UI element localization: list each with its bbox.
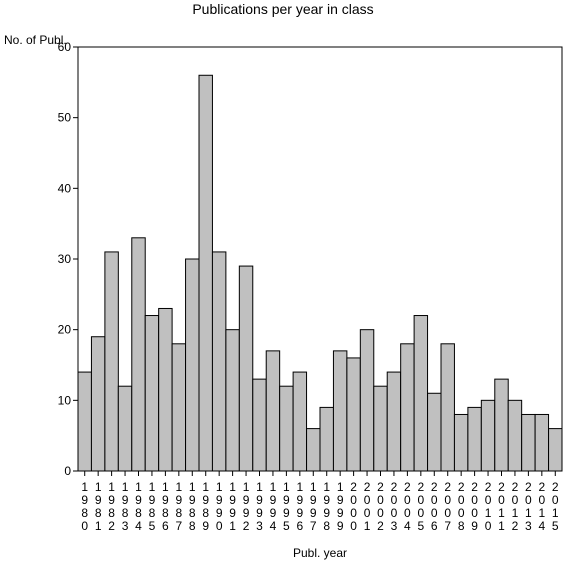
- bar-1999: [332, 350, 348, 472]
- bar-1986: [158, 307, 173, 472]
- bar-1988: [185, 258, 200, 472]
- y-tick-label: 10: [58, 393, 72, 407]
- bar-1982: [104, 251, 119, 472]
- bar-1989: [198, 74, 213, 472]
- bar-1991: [225, 329, 240, 472]
- x-axis: 1 9 8 0 1 9 8 1 1 9 8 2 1 9 8 3 1 9 8 4 1 9 8 5 1 9 8 6 1 9 8 7 1 9 8 8 1 9 8 9…: [81, 471, 559, 533]
- y-axis: 0 10 20 30 40 50 60: [58, 40, 78, 478]
- bar-2009: [467, 406, 482, 472]
- bar-1998: [319, 406, 334, 472]
- plot-frame: [77, 46, 563, 472]
- y-tick-label: 0: [64, 464, 71, 478]
- bar-1992: [238, 265, 254, 472]
- x-axis-label: Publ. year: [293, 546, 347, 560]
- bar-1997: [306, 428, 321, 472]
- bar-1981: [90, 336, 106, 472]
- y-tick-label: 30: [58, 252, 72, 266]
- bar-2011: [494, 378, 509, 472]
- bar-1990: [211, 251, 227, 472]
- bar-2010: [480, 399, 496, 472]
- y-tick-label: 60: [58, 40, 72, 54]
- bar-2000: [346, 357, 361, 472]
- bar-2013: [521, 413, 536, 472]
- bar-1983: [117, 385, 133, 472]
- bars-layer: [77, 74, 563, 472]
- chart-title: Publications per year in class: [192, 1, 373, 17]
- bar-1993: [252, 378, 267, 472]
- bar-2015: [548, 428, 563, 472]
- bar-1985: [144, 315, 160, 472]
- bar-2007: [440, 343, 455, 472]
- bar-2004: [400, 343, 415, 472]
- bar-1994: [265, 350, 281, 472]
- bar-2012: [507, 399, 523, 472]
- bar-2001: [359, 329, 375, 472]
- bar-2006: [427, 392, 442, 472]
- bar-1984: [131, 237, 146, 472]
- bar-2008: [453, 413, 469, 472]
- y-tick-label: 20: [58, 323, 72, 337]
- bar-2003: [386, 371, 402, 472]
- bar-1995: [279, 385, 294, 472]
- y-tick-label: 40: [58, 181, 72, 195]
- bar-1996: [292, 371, 308, 472]
- bar-2014: [534, 413, 550, 472]
- y-axis-label: No. of Publ.: [4, 33, 67, 47]
- bar-2005: [413, 315, 429, 472]
- bar-1980: [77, 371, 92, 472]
- bar-2002: [373, 385, 388, 472]
- bar-1987: [171, 343, 187, 472]
- y-tick-label: 50: [58, 111, 72, 125]
